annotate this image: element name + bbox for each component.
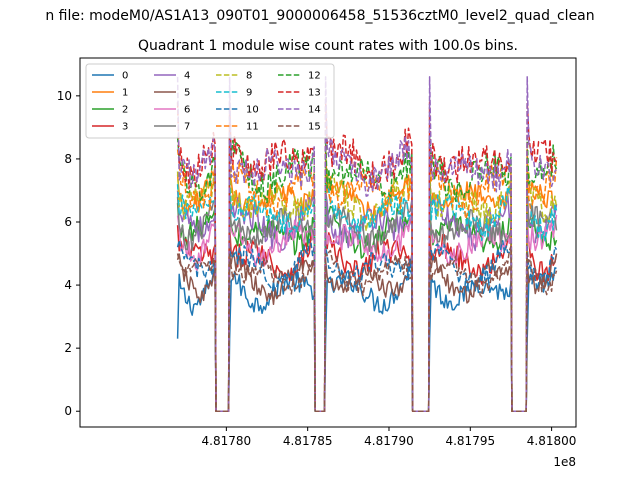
- x-tick-label: 4.81795: [445, 434, 495, 448]
- series-line-14: [176, 76, 558, 412]
- legend-label-5: 5: [184, 88, 190, 99]
- legend-label-6: 6: [184, 105, 190, 116]
- legend-label-14: 14: [308, 105, 321, 116]
- legend-label-0: 0: [122, 71, 128, 82]
- y-tick-label: 0: [64, 404, 72, 418]
- legend-label-1: 1: [122, 88, 128, 99]
- y-tick-label: 2: [64, 341, 72, 355]
- series-line-15: [176, 245, 558, 412]
- y-axis: 0 2 4 6 8 10: [57, 89, 80, 418]
- figure-suptitle: n file: modeM0/AS1A13_090T01_9000006458_…: [45, 8, 594, 24]
- legend-label-13: 13: [308, 88, 321, 99]
- series-line-0: [176, 260, 557, 412]
- x-axis: 4.81780 4.81785 4.81790 4.81795 4.81800: [202, 427, 577, 448]
- series-line-7: [176, 196, 558, 412]
- chart-title: Quadrant 1 module wise count rates with …: [138, 38, 518, 54]
- x-offset-label: 1e8: [553, 455, 576, 469]
- legend-label-9: 9: [246, 88, 252, 99]
- series-line-10: [176, 238, 558, 412]
- x-tick-label: 4.81790: [364, 434, 414, 448]
- legend-label-15: 15: [308, 122, 321, 133]
- legend-label-11: 11: [246, 122, 259, 133]
- y-tick-label: 4: [64, 278, 72, 292]
- y-tick-label: 10: [57, 89, 72, 103]
- legend-box: [85, 63, 335, 139]
- legend-label-3: 3: [122, 122, 128, 133]
- x-tick-label: 4.81785: [283, 434, 333, 448]
- legend-label-7: 7: [184, 122, 190, 133]
- series-layer: [176, 76, 558, 412]
- plot-frame: [79, 57, 577, 428]
- legend-label-12: 12: [308, 71, 321, 82]
- y-tick-label: 6: [64, 215, 72, 229]
- legend-label-2: 2: [122, 105, 128, 116]
- x-tick-label: 4.81780: [202, 434, 252, 448]
- legend-label-8: 8: [246, 71, 252, 82]
- legend-label-4: 4: [184, 71, 190, 82]
- y-tick-label: 8: [64, 152, 72, 166]
- legend-label-10: 10: [246, 105, 259, 116]
- series-line-1: [176, 166, 557, 412]
- x-tick-label: 4.81800: [527, 434, 577, 448]
